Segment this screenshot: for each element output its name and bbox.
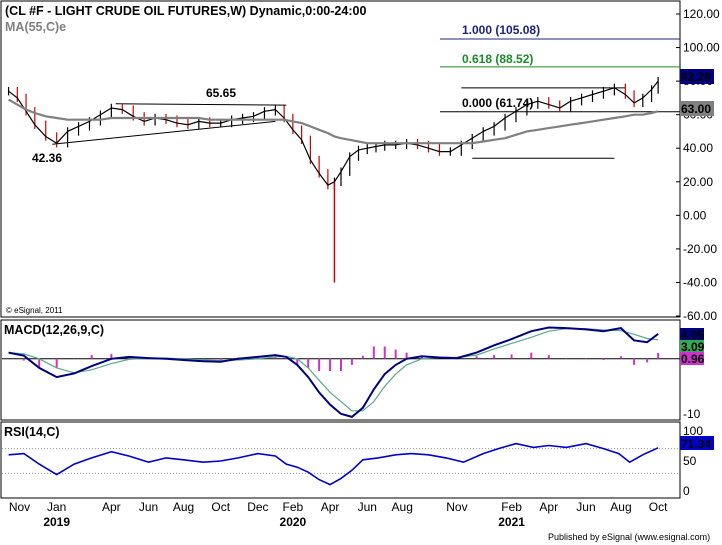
axis-layer: 120.00100.0080.0060.0040.0020.000.00-20.… <box>9 7 720 529</box>
low-annotation: 42.36 <box>32 151 62 165</box>
macd-value: 4.05 <box>681 328 705 342</box>
footer-credit: Published by eSignal (www.esignal.com) <box>548 532 710 542</box>
year-tick-label: 2020 <box>280 515 307 529</box>
macd-title: MACD(12,26,9,C) <box>4 323 104 337</box>
month-tick-label: Jun <box>576 500 595 514</box>
rsi-value-box <box>680 436 714 450</box>
macd-value-box <box>680 328 704 341</box>
month-tick-label: Oct <box>649 500 668 514</box>
macd-series-layer <box>2 326 680 419</box>
price-y-tick-label: 40.00 <box>683 141 713 155</box>
signal-value-box <box>680 340 704 353</box>
month-tick-label: Jan <box>47 500 66 514</box>
price-line <box>8 80 659 186</box>
rsi-tick-100: 100 <box>683 424 703 438</box>
month-tick-label: Feb <box>283 500 304 514</box>
ma-value: 63.00 <box>681 102 711 116</box>
hist-value-box <box>680 352 704 365</box>
month-tick-label: Aug <box>392 500 413 514</box>
rsi-panel-frame <box>0 421 681 499</box>
lower-trendline <box>52 120 276 145</box>
price-y-tick-label: -40.00 <box>683 275 717 289</box>
month-tick-label: Dec <box>247 500 268 514</box>
month-tick-label: Oct <box>211 500 230 514</box>
price-y-tick-label: -20.00 <box>683 242 717 256</box>
month-tick-label: Apr <box>539 500 558 514</box>
ma-label: MA(55,C)e <box>5 20 66 34</box>
month-tick-label: Aug <box>173 500 194 514</box>
hist-value: 0.96 <box>681 352 705 366</box>
rsi-tick-0: 0 <box>683 484 690 498</box>
macd-line <box>8 326 659 419</box>
price-y-tick-label: -60.00 <box>683 309 717 323</box>
month-tick-label: Nov <box>9 500 30 514</box>
price-series-layer <box>7 38 680 283</box>
macd-panel-frame <box>0 319 681 421</box>
price-y-tick-label: 0.00 <box>683 208 707 222</box>
rsi-value: 71.34 <box>681 437 711 451</box>
fib-level-618: 0.618 (88.52) <box>462 52 533 66</box>
price-y-tick-label: 100.00 <box>683 41 720 55</box>
rsi-title: RSI(14,C) <box>4 425 60 439</box>
price-panel-frame <box>0 0 681 318</box>
signal-value: 3.09 <box>681 340 705 354</box>
high-annotation: 65.65 <box>206 86 236 100</box>
last-price-value: 82.28 <box>681 70 711 84</box>
price-y-tick-label: 20.00 <box>683 175 713 189</box>
month-tick-label: Jun <box>358 500 377 514</box>
month-tick-label: Apr <box>321 500 340 514</box>
last-price-box <box>680 69 714 84</box>
macd-signal-line <box>8 328 659 412</box>
fib-level-100: 1.000 (105.08) <box>462 23 540 37</box>
upper-trendline <box>115 103 287 106</box>
macd-tick-minus-10: -10 <box>683 407 701 421</box>
price-y-tick-label: 120.00 <box>683 7 720 21</box>
month-tick-label: Jun <box>139 500 158 514</box>
month-tick-label: Feb <box>501 500 522 514</box>
ma-55-line <box>8 98 659 145</box>
rsi-line <box>8 442 659 486</box>
month-tick-label: Aug <box>610 500 631 514</box>
ma-value-box <box>680 101 714 116</box>
year-tick-label: 2021 <box>498 515 525 529</box>
rsi-tick-50: 50 <box>683 454 697 468</box>
watermark: © eSignal, 2011 <box>6 306 63 315</box>
chart-title: (CL #F - LIGHT CRUDE OIL FUTURES,W) Dyna… <box>5 4 366 18</box>
year-tick-label: 2019 <box>43 515 70 529</box>
fib-level-0: 0.000 (61.74) <box>462 96 533 110</box>
month-tick-label: Nov <box>446 500 467 514</box>
month-tick-label: Apr <box>102 500 121 514</box>
rsi-series-layer <box>2 442 680 486</box>
